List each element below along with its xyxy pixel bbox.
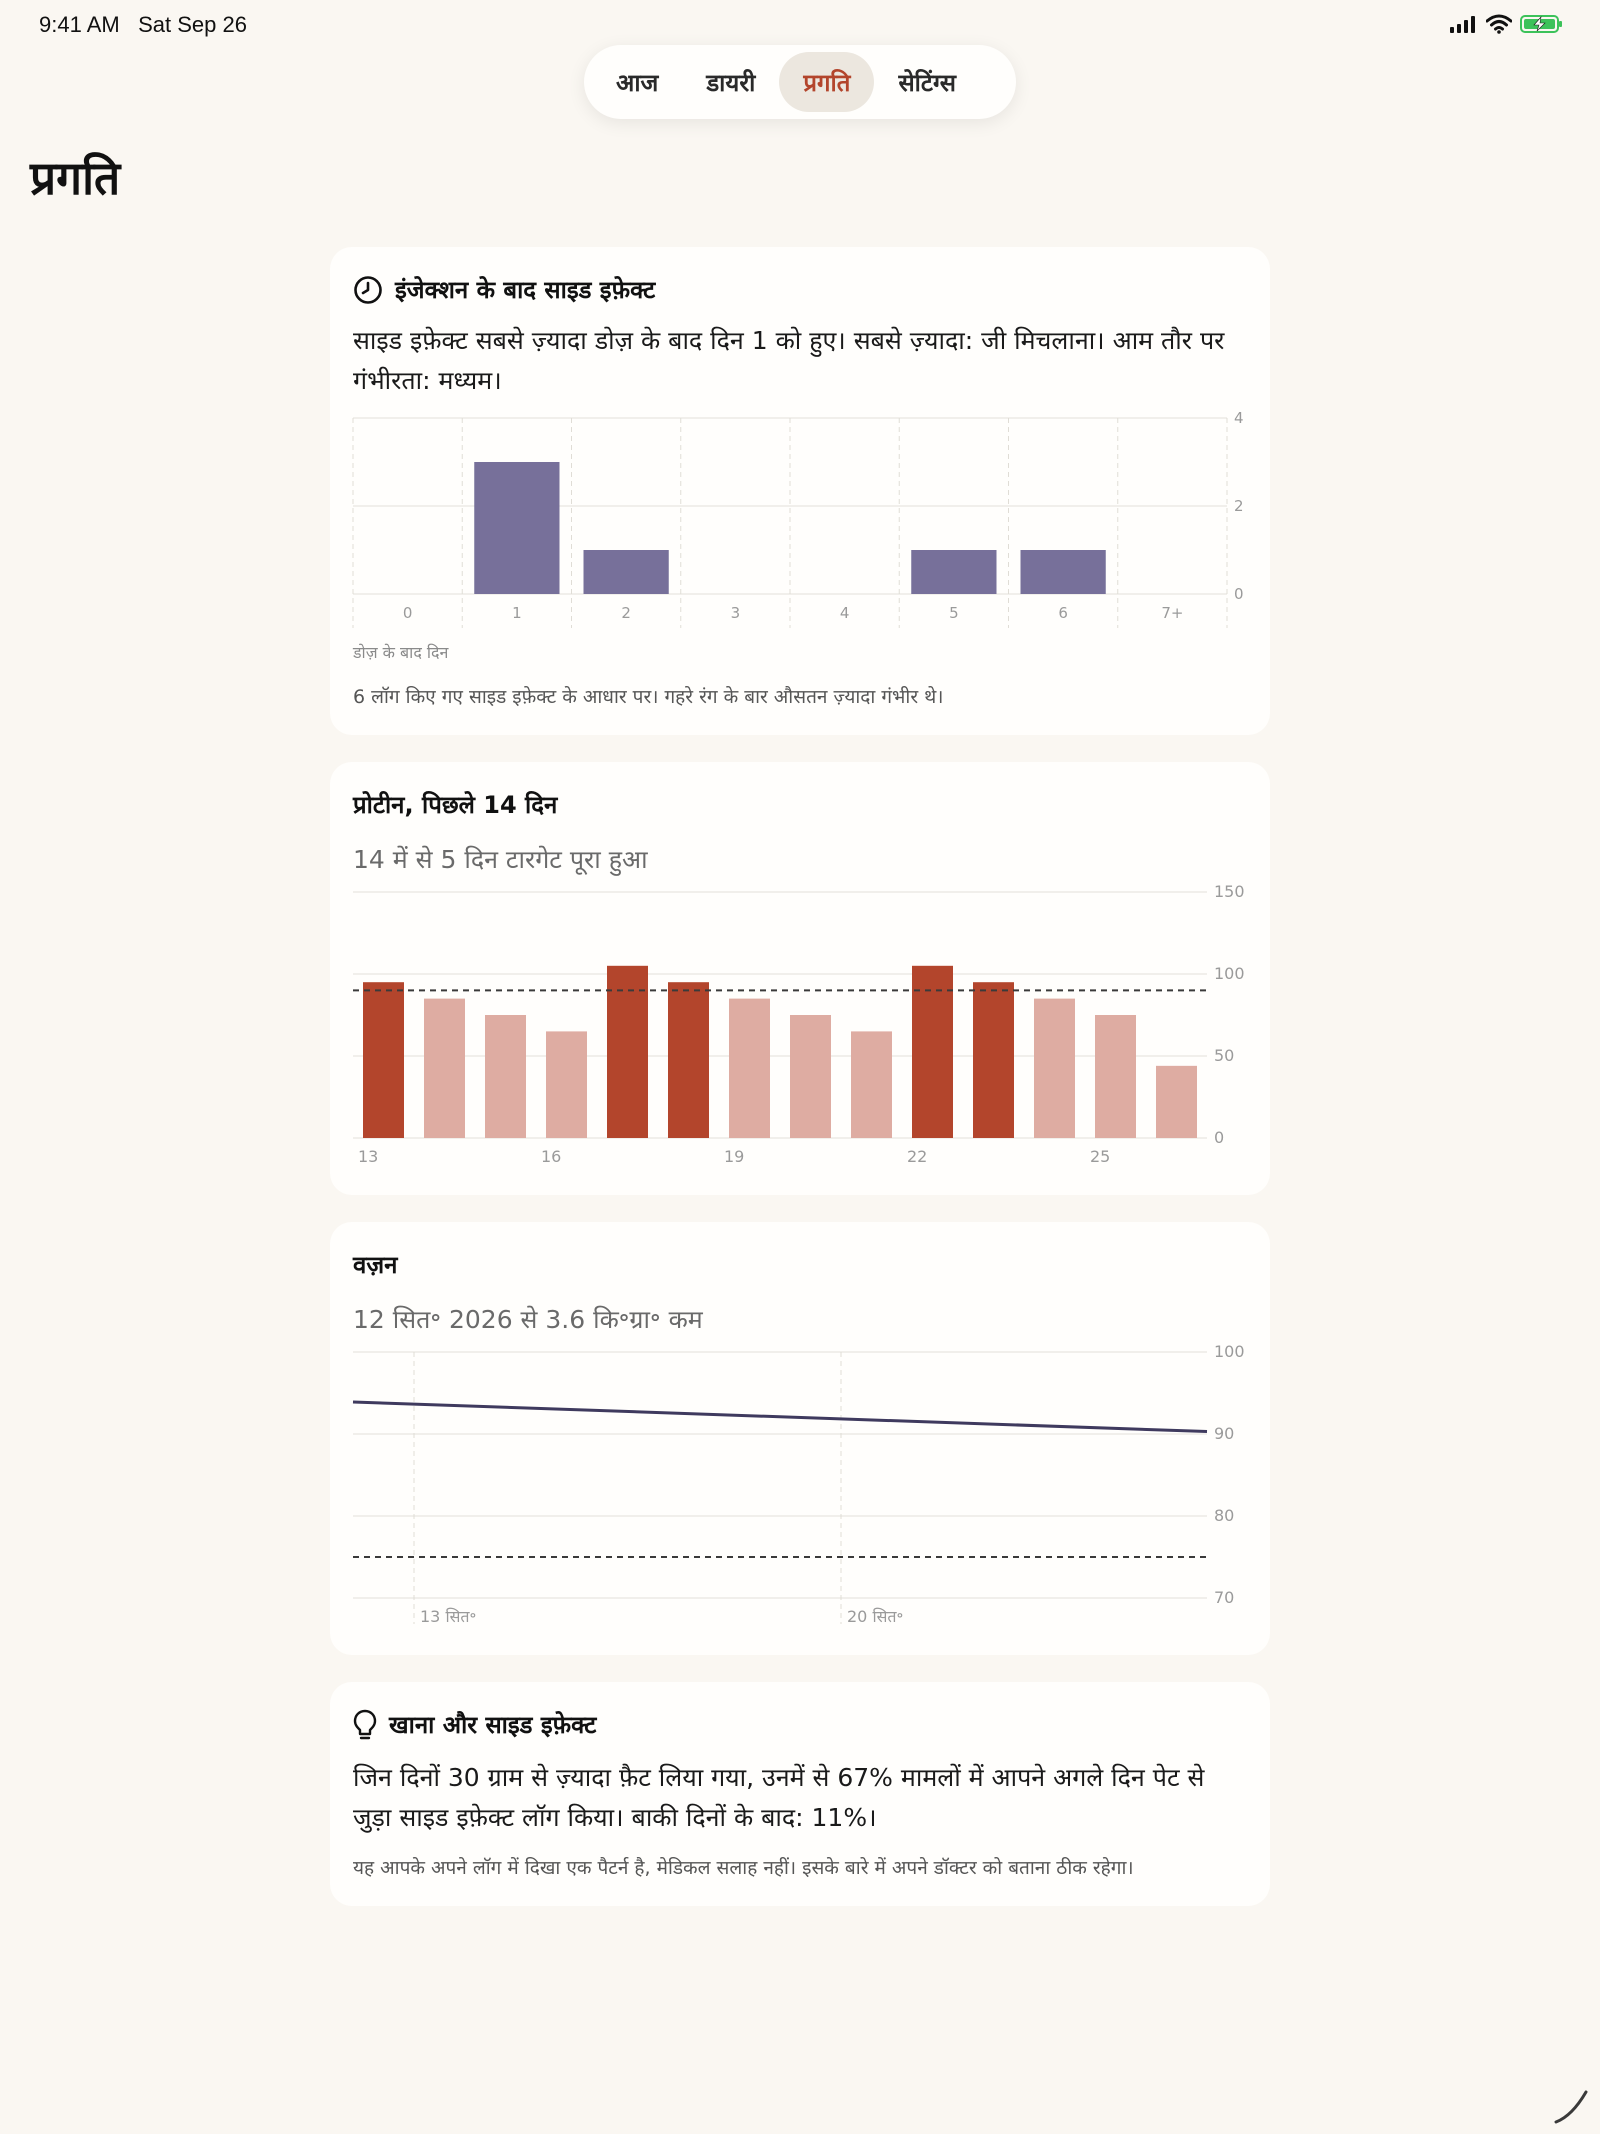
- x-tick-label: 5: [949, 604, 959, 622]
- side-effects-chart: 0 2 4 0 1 2 3 4 5 6 7+: [352, 409, 1244, 628]
- bar: [1020, 550, 1106, 594]
- clock-icon: [354, 275, 382, 304]
- y-tick-label: 80: [1214, 1506, 1234, 1525]
- side-effects-title: इंजेक्शन के बाद साइड इफ़ेक्ट: [353, 273, 655, 306]
- status-icons: [1450, 14, 1564, 34]
- y-tick-label: 2: [1234, 497, 1244, 515]
- y-tick-label: 4: [1234, 409, 1244, 427]
- bar: [790, 1015, 831, 1138]
- y-tick-label: 70: [1214, 1588, 1234, 1607]
- tab-settings[interactable]: सेटिंग्स: [898, 68, 956, 97]
- y-tick-label: 0: [1234, 585, 1244, 603]
- bar: [911, 550, 997, 594]
- y-tick-label: 90: [1214, 1424, 1234, 1443]
- y-tick-label: 0: [1214, 1128, 1224, 1147]
- status-time: 9:41 AM Sat Sep 26: [39, 12, 247, 37]
- x-tick-label: 4: [840, 604, 850, 622]
- weight-line: [352, 1400, 1208, 1434]
- x-tick-label: 0: [403, 604, 413, 622]
- tab-bar: आज डायरी प्रगति सेटिंग्स: [584, 45, 1016, 119]
- status-bar: 9:41 AM Sat Sep 26: [0, 0, 1600, 50]
- scroll-indicator[interactable]: [1552, 2086, 1592, 2126]
- x-tick-label: 19: [724, 1147, 744, 1166]
- bar: [485, 1015, 526, 1138]
- tab-progress[interactable]: प्रगति: [779, 52, 875, 112]
- tab-diary[interactable]: डायरी: [706, 68, 756, 97]
- signal-icon: [1450, 16, 1475, 33]
- battery-charging-icon: [1520, 15, 1562, 33]
- bar: [363, 982, 404, 1138]
- x-tick-label: 1: [512, 604, 522, 622]
- bar: [912, 965, 953, 1138]
- bar: [1034, 998, 1075, 1138]
- insight-card: खाना और साइड इफ़ेक्ट जिन दिनों 30 ग्राम …: [330, 1682, 1270, 1906]
- insight-note: यह आपके अपने लॉग में दिखा एक पैटर्न है, …: [353, 1857, 1134, 1879]
- x-tick-label: 25: [1090, 1147, 1110, 1166]
- weight-summary: 12 सित॰ 2026 से 3.6 कि॰ग्रा॰ कम: [353, 1305, 703, 1334]
- y-tick-label: 100: [1214, 964, 1245, 983]
- bar: [474, 462, 560, 594]
- side-effects-note: 6 लॉग किए गए साइड इफ़ेक्ट के आधार पर। गह…: [353, 686, 944, 708]
- bar: [583, 550, 669, 594]
- bar: [1095, 1015, 1136, 1138]
- y-tick-label: 100: [1214, 1342, 1245, 1361]
- bar: [546, 1031, 587, 1138]
- bar: [729, 998, 770, 1138]
- insight-title: खाना और साइड इफ़ेक्ट: [353, 1708, 596, 1741]
- page-title: प्रगति: [30, 151, 121, 205]
- bar: [851, 1031, 892, 1138]
- x-tick-label: 13: [358, 1147, 378, 1166]
- weight-chart: 70 80 90 100 13 सित॰ 20 सित॰: [352, 1342, 1245, 1626]
- wifi-icon: [1486, 14, 1512, 34]
- protein-card: प्रोटीन, पिछले 14 दिन 14 में से 5 दिन टा…: [330, 762, 1270, 1195]
- side-effects-summary: साइड इफ़ेक्ट सबसे ज़्यादा डोज़ के बाद दि…: [353, 326, 1225, 395]
- x-tick-label: 16: [541, 1147, 561, 1166]
- x-tick-label: 20 सित॰: [847, 1607, 903, 1626]
- bar: [1156, 1065, 1197, 1138]
- insight-title-text: खाना और साइड इफ़ेक्ट: [389, 1711, 597, 1739]
- bar: [668, 982, 709, 1138]
- x-tick-label: 7+: [1161, 604, 1183, 622]
- x-tick-label: 6: [1058, 604, 1068, 622]
- protein-summary: 14 में से 5 दिन टारगेट पूरा हुआ: [353, 845, 648, 874]
- side-effects-card: इंजेक्शन के बाद साइड इफ़ेक्ट साइड इफ़ेक्…: [330, 247, 1270, 735]
- tab-today[interactable]: आज: [616, 68, 659, 97]
- y-tick-label: 150: [1214, 882, 1245, 901]
- side-effects-xlabel: डोज़ के बाद दिन: [353, 643, 449, 662]
- bar: [607, 965, 648, 1138]
- weight-card: वज़न 12 सित॰ 2026 से 3.6 कि॰ग्रा॰ कम 70 8…: [330, 1222, 1270, 1655]
- protein-chart: 0 50 100 150 13 16 19 22 25: [353, 882, 1245, 1166]
- x-tick-label: 13 सित॰: [420, 1607, 476, 1626]
- insight-body: जिन दिनों 30 ग्राम से ज़्यादा फ़ैट लिया …: [353, 1763, 1205, 1832]
- bar: [973, 982, 1014, 1138]
- x-tick-label: 2: [621, 604, 631, 622]
- x-tick-label: 3: [731, 604, 741, 622]
- x-tick-label: 22: [907, 1147, 927, 1166]
- y-tick-label: 50: [1214, 1046, 1234, 1065]
- side-effects-title-text: इंजेक्शन के बाद साइड इफ़ेक्ट: [395, 276, 656, 304]
- protein-title: प्रोटीन, पिछले 14 दिन: [353, 791, 558, 819]
- lightbulb-icon: [353, 1709, 377, 1739]
- bar: [424, 998, 465, 1138]
- weight-title: वज़न: [353, 1251, 398, 1279]
